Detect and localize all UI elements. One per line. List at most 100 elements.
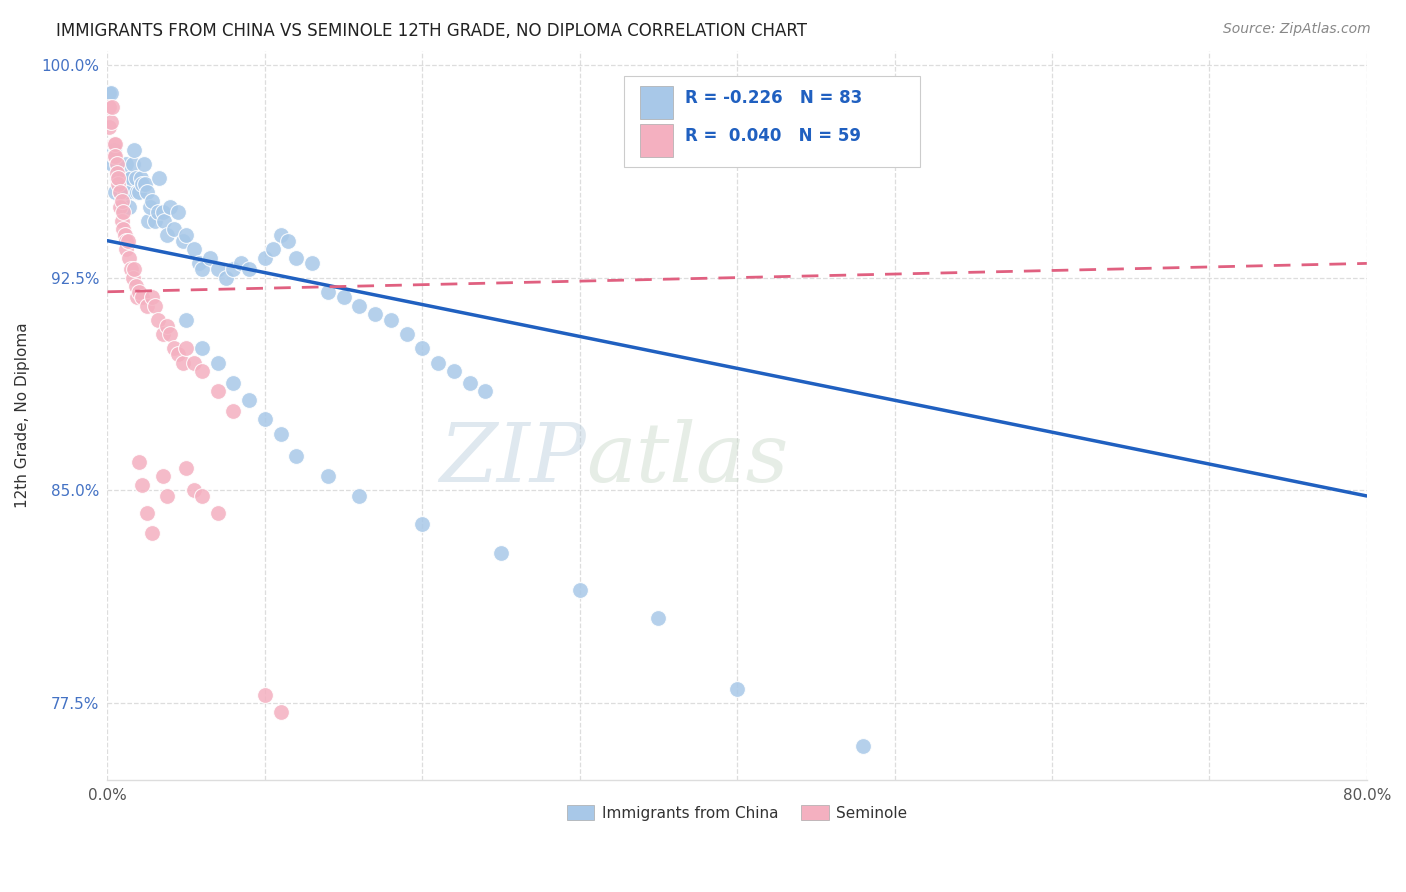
Text: R =  0.040   N = 59: R = 0.040 N = 59 (686, 127, 862, 145)
Point (285, 450, 308, 464)
Point (112, 200, 135, 214)
Point (568, 582, 591, 597)
Point (112, 171, 135, 186)
Point (128, 455, 150, 469)
Point (191, 262, 214, 277)
Point (143, 214, 166, 228)
Point (214, 270, 236, 285)
Point (253, 688, 276, 702)
Point (141, 525, 163, 540)
Point (101, 100, 124, 114)
Point (332, 290, 354, 304)
Legend: Immigrants from China, Seminole: Immigrants from China, Seminole (561, 798, 914, 827)
Point (146, 313, 169, 327)
Point (108, 186, 131, 200)
Point (156, 227, 179, 242)
Point (108, 200, 131, 214)
Point (131, 290, 153, 304)
Point (411, 342, 433, 356)
Point (139, 200, 162, 214)
Point (118, 251, 141, 265)
Point (121, 157, 143, 171)
Text: ZIP: ZIP (439, 419, 586, 499)
Point (222, 376, 245, 390)
Point (112, 205, 135, 219)
Point (135, 186, 157, 200)
Point (125, 279, 148, 293)
Point (131, 477, 153, 491)
Point (191, 489, 214, 503)
Point (117, 234, 139, 248)
Point (395, 327, 418, 342)
Point (270, 227, 292, 242)
FancyBboxPatch shape (624, 76, 920, 168)
Point (107, 171, 129, 186)
Point (107, 177, 129, 191)
Point (100, 114, 122, 128)
Point (122, 143, 145, 157)
Point (270, 705, 292, 719)
Point (153, 214, 176, 228)
Point (115, 171, 138, 186)
Point (852, 739, 875, 753)
Point (103, 148, 125, 162)
Point (238, 262, 260, 277)
Point (443, 364, 465, 378)
Point (138, 214, 160, 228)
Point (262, 242, 284, 256)
Point (148, 171, 170, 186)
Point (277, 234, 299, 248)
Point (98, 87, 121, 101)
Point (489, 546, 512, 560)
Point (135, 506, 157, 520)
Text: atlas: atlas (586, 419, 789, 499)
Point (191, 364, 214, 378)
Point (183, 356, 205, 370)
Point (380, 313, 402, 327)
Point (647, 611, 669, 625)
Point (174, 227, 197, 242)
Point (152, 469, 174, 483)
Point (108, 186, 131, 200)
Point (222, 404, 245, 418)
Point (159, 327, 181, 342)
Point (174, 342, 197, 356)
Point (316, 285, 339, 299)
Point (120, 262, 142, 277)
Point (222, 262, 245, 277)
Point (349, 489, 371, 503)
Point (129, 171, 152, 186)
Point (301, 256, 323, 270)
Point (103, 143, 125, 157)
Point (105, 171, 128, 186)
Point (146, 205, 169, 219)
Point (134, 177, 156, 191)
Point (167, 347, 190, 361)
Point (427, 356, 450, 370)
Point (104, 137, 127, 152)
Point (122, 262, 145, 277)
Point (105, 166, 128, 180)
Point (364, 308, 387, 322)
Point (159, 200, 181, 214)
Point (253, 251, 276, 265)
Point (458, 376, 481, 390)
Text: Source: ZipAtlas.com: Source: ZipAtlas.com (1223, 22, 1371, 37)
Point (103, 137, 125, 152)
Point (131, 177, 153, 191)
Point (107, 171, 129, 186)
Point (349, 299, 371, 313)
Point (198, 251, 221, 265)
Point (411, 517, 433, 532)
Point (114, 227, 136, 242)
Point (474, 384, 496, 398)
Point (98, 100, 121, 114)
Point (152, 327, 174, 342)
Point (174, 313, 197, 327)
Point (141, 290, 163, 304)
FancyBboxPatch shape (640, 87, 673, 119)
Point (162, 222, 184, 236)
FancyBboxPatch shape (640, 124, 673, 157)
Point (112, 222, 135, 236)
Point (152, 205, 174, 219)
